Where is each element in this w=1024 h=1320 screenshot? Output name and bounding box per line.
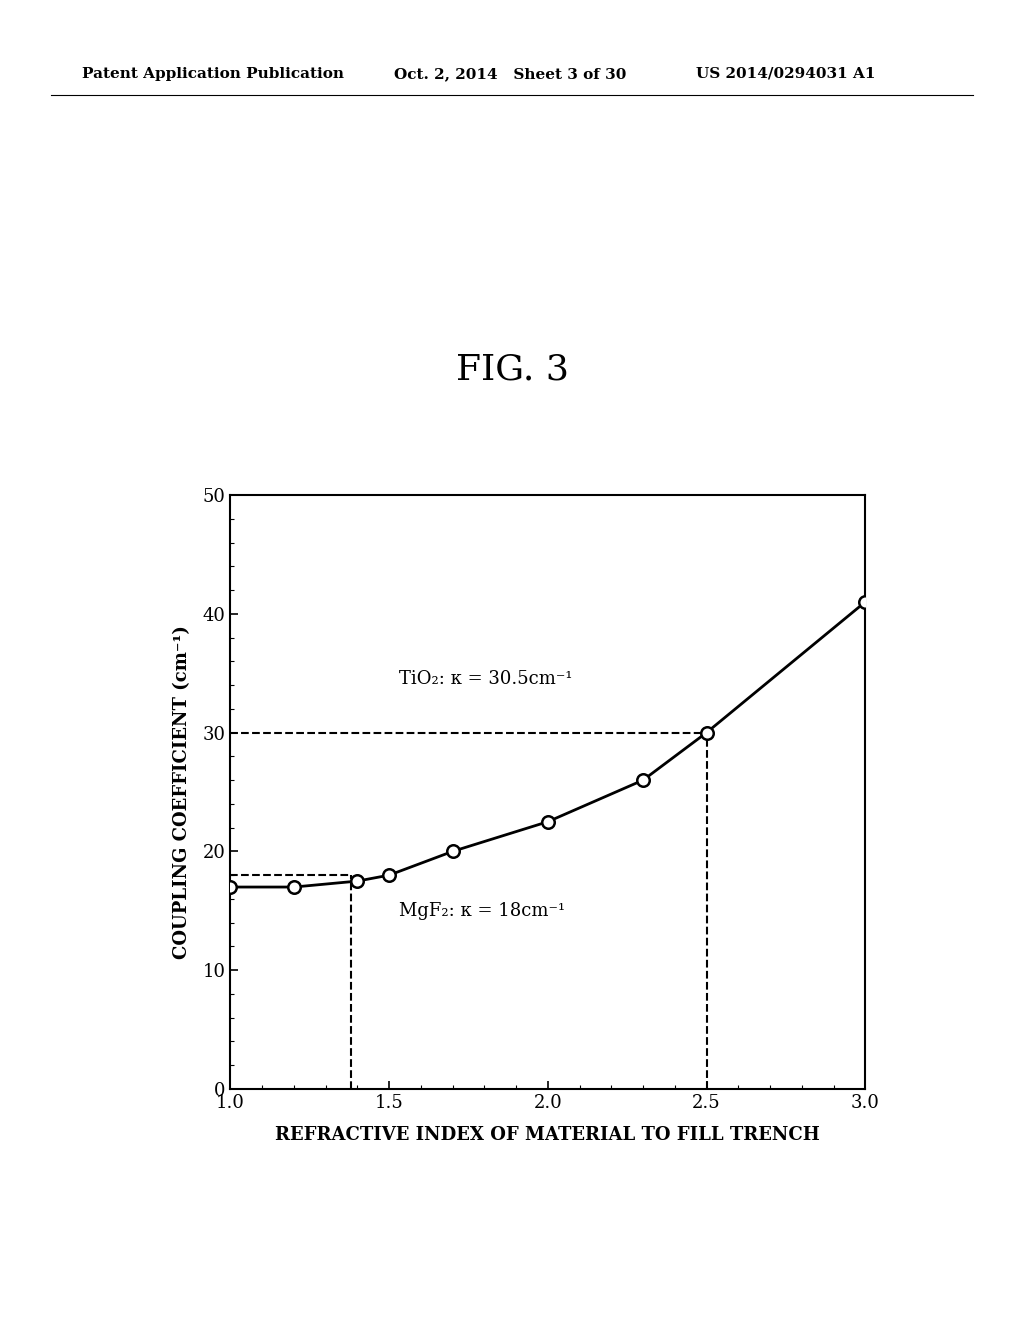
Text: TiO₂: κ = 30.5cm⁻¹: TiO₂: κ = 30.5cm⁻¹ xyxy=(398,671,572,688)
Text: MgF₂: κ = 18cm⁻¹: MgF₂: κ = 18cm⁻¹ xyxy=(398,902,565,920)
Text: FIG. 3: FIG. 3 xyxy=(456,352,568,387)
X-axis label: REFRACTIVE INDEX OF MATERIAL TO FILL TRENCH: REFRACTIVE INDEX OF MATERIAL TO FILL TRE… xyxy=(275,1126,820,1143)
Text: US 2014/0294031 A1: US 2014/0294031 A1 xyxy=(696,67,876,81)
Y-axis label: COUPLING COEFFICIENT (cm⁻¹): COUPLING COEFFICIENT (cm⁻¹) xyxy=(173,626,191,958)
Text: Patent Application Publication: Patent Application Publication xyxy=(82,67,344,81)
Text: Oct. 2, 2014   Sheet 3 of 30: Oct. 2, 2014 Sheet 3 of 30 xyxy=(394,67,627,81)
